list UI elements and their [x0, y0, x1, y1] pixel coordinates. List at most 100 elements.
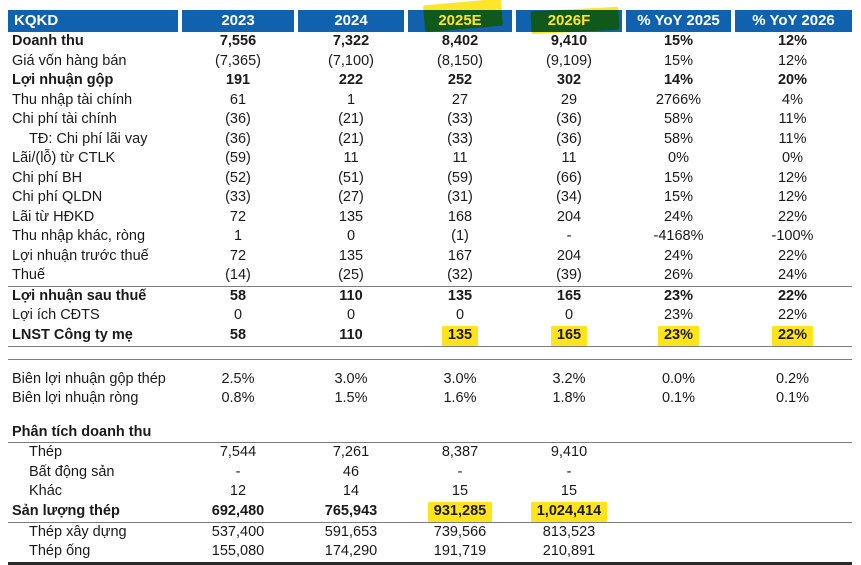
cell: 11% — [778, 130, 807, 147]
table-row: Lãi/(lỗ) từ CTLK (59) 11 11 11 0% 0% — [8, 149, 852, 169]
row-label: Lợi nhuận gộp — [12, 72, 114, 88]
cell: 15% — [663, 33, 694, 49]
income-statement-table: KQKD 2023 2024 2025E 2026F % YoY 2025 % … — [8, 10, 852, 565]
cell: 3.0% — [334, 370, 368, 387]
cell: 167 — [447, 247, 473, 264]
cell: 58% — [663, 111, 694, 127]
cell: 537,400 — [211, 523, 265, 540]
cell: 0.1% — [661, 390, 696, 406]
row-label: Thép ống — [8, 542, 180, 565]
cell: 4% — [782, 91, 803, 108]
cell: (33) — [447, 130, 473, 147]
table-row: Chi phí QLDN (33) (27) (31) (34) 15% 12% — [8, 188, 852, 208]
row-label: Lãi/(lỗ) từ CTLK — [12, 150, 116, 166]
cell: (21) — [338, 111, 364, 127]
cell: 2.5% — [221, 370, 255, 387]
cell: 15 — [451, 483, 469, 499]
cell: 765,943 — [296, 501, 406, 523]
cell: 27 — [451, 91, 469, 108]
cell: -4168% — [653, 228, 704, 244]
cell: 58 — [229, 287, 247, 304]
table-row: Thép 7,544 7,261 8,387 9,410 — [8, 443, 852, 463]
table-row: Bất động sản - 46 - - — [8, 463, 852, 483]
spacer-row — [8, 346, 852, 360]
cell: (59) — [225, 150, 251, 166]
highlighted-value: 165 — [550, 325, 588, 346]
cell: (7,365) — [215, 52, 261, 69]
row-label: LNST Công ty mẹ — [8, 325, 180, 347]
cell — [180, 422, 296, 443]
cell: 12% — [777, 33, 808, 49]
cell: 61 — [229, 91, 247, 108]
cell — [624, 501, 733, 523]
spacer — [8, 409, 852, 423]
cell: 1 — [346, 91, 356, 108]
cell: 72 — [229, 208, 247, 225]
table-header: KQKD 2023 2024 2025E 2026F % YoY 2025 % … — [8, 10, 852, 32]
cell: 0.0% — [661, 370, 696, 387]
cell: 2766% — [655, 91, 702, 108]
cell: 0 — [564, 307, 574, 323]
cell: 24% — [733, 266, 852, 287]
highlighted-value: 23% — [657, 325, 700, 346]
cell — [624, 522, 733, 542]
cell: (36) — [556, 111, 582, 127]
spacer-row — [8, 359, 852, 370]
cell: 12 — [229, 483, 247, 499]
cell: 8,387 — [441, 444, 479, 460]
cell: 11 — [452, 150, 468, 166]
highlighted-value: 1,024,414 — [530, 501, 608, 522]
cell: (36) — [556, 130, 582, 147]
row-label: Doanh thu — [12, 33, 84, 49]
cell: 135 — [447, 287, 473, 304]
cell: 165 — [556, 287, 582, 304]
cell — [733, 482, 852, 502]
cell: 0% — [782, 150, 803, 166]
cell: 23% — [624, 325, 733, 347]
cell: 0 — [346, 228, 356, 244]
cell: (9,109) — [546, 52, 592, 69]
row-label: Lợi nhuận sau thuế — [12, 287, 147, 304]
cell: 252 — [447, 72, 473, 88]
cell: (25) — [296, 266, 406, 287]
cell: (39) — [514, 266, 624, 287]
header-row: KQKD 2023 2024 2025E 2026F % YoY 2025 % … — [8, 10, 852, 32]
cell: 135 — [338, 247, 364, 264]
row-label: Chi phí tài chính — [12, 111, 117, 127]
cell: 1 — [233, 228, 243, 244]
header-yoy-2026: % YoY 2026 — [731, 10, 852, 32]
cell: (52) — [225, 169, 251, 186]
cell: (14) — [180, 266, 296, 287]
cell — [406, 422, 514, 443]
cell: (66) — [556, 169, 582, 186]
cell: 0.8% — [221, 390, 255, 406]
cell — [624, 422, 733, 443]
cell: 12% — [777, 52, 808, 69]
cell — [733, 443, 852, 463]
highlighted-value: 931,285 — [427, 501, 493, 522]
row-label: Khác — [29, 483, 63, 499]
cell: 591,653 — [324, 523, 378, 540]
row-label: Thép xây dựng — [29, 523, 127, 540]
cell: 302 — [556, 72, 582, 88]
cell: - — [566, 463, 572, 480]
cell: 931,285 — [406, 501, 514, 523]
cell: 3.0% — [443, 370, 477, 387]
table-row: Lợi nhuận gộp 191 222 252 302 14% 20% — [8, 71, 852, 91]
row-label: Biên lợi nhuận ròng — [12, 390, 139, 406]
header-2023: 2023 — [178, 10, 296, 32]
cell: - — [235, 463, 241, 480]
highlighted-value: 22% — [771, 325, 814, 346]
cell: (36) — [225, 111, 251, 127]
row-label: Thu nhập khác, ròng — [12, 228, 146, 244]
cell: 22% — [777, 307, 808, 323]
table-row: Thép ống 155,080 174,290 191,719 210,891 — [8, 542, 852, 565]
row-label: Lợi ích CĐTS — [12, 307, 100, 323]
cell: (59) — [447, 169, 473, 186]
cell: 191,719 — [406, 542, 514, 565]
cell: 29 — [560, 91, 578, 108]
cell: (51) — [338, 169, 364, 186]
cell: 22% — [733, 325, 852, 347]
cell: 22% — [777, 247, 808, 264]
